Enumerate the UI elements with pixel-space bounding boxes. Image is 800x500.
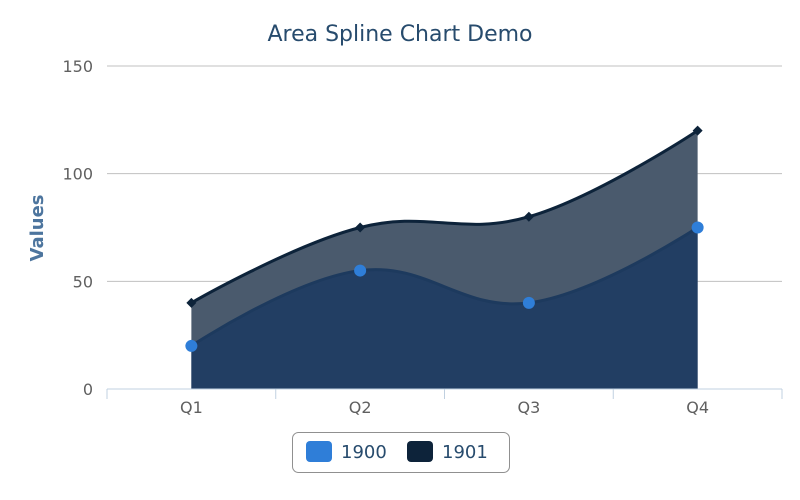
data-point-1900-Q1[interactable] bbox=[185, 339, 198, 352]
line-series-1900 bbox=[190, 226, 699, 348]
y-axis-ticks: 0 50 100 150 bbox=[62, 57, 93, 399]
x-tick-label: Q2 bbox=[349, 398, 372, 417]
data-point-1900-Q2[interactable] bbox=[354, 264, 367, 277]
x-tick-label: Q1 bbox=[180, 398, 203, 417]
y-tick-label: 50 bbox=[73, 272, 93, 291]
series-lines bbox=[190, 129, 699, 348]
legend-item-1901[interactable]: 1901 bbox=[407, 441, 488, 463]
legend-swatch bbox=[306, 441, 332, 462]
data-point-1901-Q3[interactable] bbox=[523, 211, 534, 222]
line-series-1901 bbox=[190, 129, 699, 305]
series-areas bbox=[191, 130, 698, 389]
x-tick-label: Q3 bbox=[517, 398, 540, 417]
data-point-1900-Q3[interactable] bbox=[522, 296, 535, 309]
series-markers bbox=[185, 125, 704, 352]
data-point-1901-Q4[interactable] bbox=[692, 125, 703, 136]
chart-title: Area Spline Chart Demo bbox=[267, 22, 532, 47]
legend-label: 1900 bbox=[341, 442, 387, 463]
data-point-1901-Q2[interactable] bbox=[355, 222, 366, 233]
y-tick-label: 150 bbox=[62, 57, 93, 76]
data-point-1901-Q1[interactable] bbox=[186, 297, 197, 308]
data-point-1900-Q4[interactable] bbox=[691, 221, 704, 234]
x-axis bbox=[106, 388, 783, 399]
legend-swatch bbox=[407, 441, 433, 462]
y-tick-label: 0 bbox=[83, 380, 93, 399]
legend-box bbox=[292, 432, 510, 473]
area-fill-series-1900 bbox=[191, 227, 698, 389]
y-tick-label: 100 bbox=[62, 165, 93, 184]
legend-item-1900[interactable]: 1900 bbox=[306, 441, 387, 463]
x-axis-ticks: Q1 Q2 Q3 Q4 bbox=[180, 398, 709, 417]
x-tick-label: Q4 bbox=[686, 398, 709, 417]
y-axis-title: Values bbox=[27, 195, 48, 262]
legend-label: 1901 bbox=[442, 442, 488, 463]
legend: 1900 1901 bbox=[292, 432, 510, 473]
